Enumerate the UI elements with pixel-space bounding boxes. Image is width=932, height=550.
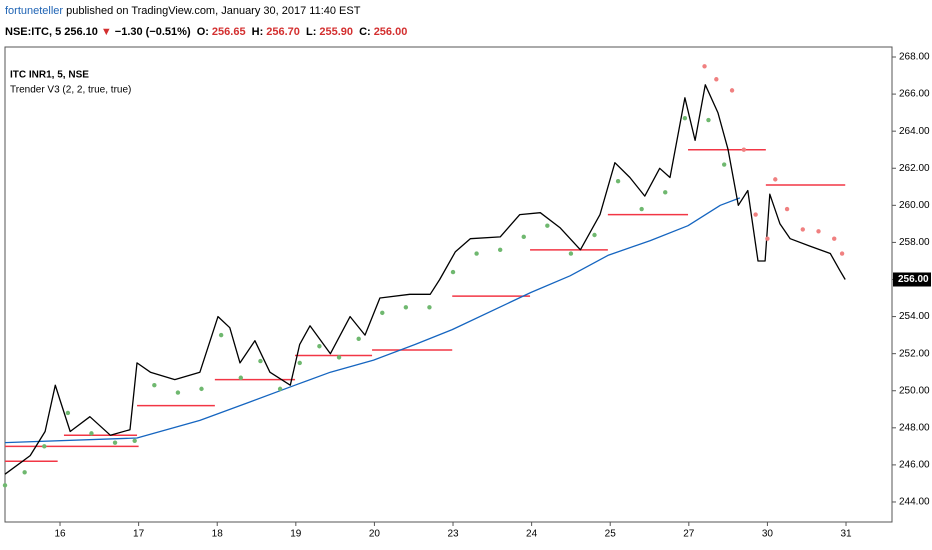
- x-tick-label: 27: [683, 529, 695, 540]
- y-tick-label: 248.00: [899, 422, 930, 433]
- y-tick-label: 268.00: [899, 52, 930, 63]
- ohlc-value: 256.70: [266, 26, 300, 38]
- trend-dot: [592, 232, 597, 238]
- trend-dot: [765, 236, 770, 241]
- y-tick-label: 250.00: [899, 385, 930, 396]
- trend-dot: [839, 251, 845, 256]
- trend-dot: [702, 64, 707, 69]
- price-line: [4, 197, 741, 444]
- last-price-label: 256.00: [898, 274, 929, 285]
- ohlc-value: 256.65: [211, 26, 246, 38]
- x-tick-label: 17: [133, 529, 145, 540]
- trend-dot: [89, 431, 94, 436]
- symbol: NSE:ITC, 5: [5, 26, 62, 38]
- arrow: ▼: [100, 26, 112, 38]
- published: published on TradingView.com, January 30…: [66, 5, 361, 17]
- trend-dot: [297, 360, 302, 366]
- trend-dot: [545, 223, 550, 228]
- trend-dot: [277, 386, 283, 392]
- trend-dot: [753, 212, 758, 217]
- trend-dot: [317, 344, 322, 349]
- trend-dot: [615, 179, 621, 184]
- ohlc-label: H:: [251, 26, 264, 38]
- x-tick-label: 16: [54, 529, 66, 540]
- trend-dot: [568, 251, 574, 256]
- trend-dot: [336, 355, 342, 360]
- chart-subtitle: Trender V3 (2, 2, true, true): [10, 85, 131, 96]
- trend-dot: [741, 147, 747, 152]
- x-tick-label: 24: [526, 529, 538, 540]
- trend-dot: [721, 162, 727, 167]
- trend-dot: [450, 269, 456, 275]
- y-tick-label: 262.00: [899, 163, 930, 174]
- y-tick-label: 252.00: [899, 348, 930, 359]
- trend-dot: [706, 117, 711, 123]
- trend-dot: [258, 358, 263, 364]
- y-tick-label: 244.00: [899, 497, 930, 508]
- trend-dot: [714, 77, 719, 82]
- trend-dot: [800, 227, 805, 232]
- y-tick-label: 258.00: [899, 237, 930, 248]
- trend-dot: [773, 177, 778, 182]
- last-price-box: [893, 272, 931, 287]
- ohlc-value: 256.00: [373, 26, 408, 38]
- trend-dot: [682, 115, 688, 121]
- x-tick-label: 18: [212, 529, 224, 540]
- trend-dot: [2, 483, 8, 488]
- ohlc-label: L:: [305, 26, 317, 38]
- trend-dot: [42, 444, 47, 449]
- trend-dot: [521, 234, 526, 240]
- trend-dot: [784, 206, 790, 212]
- y-tick-label: 254.00: [899, 311, 930, 322]
- trend-dot: [427, 305, 432, 310]
- trend-dot: [65, 410, 71, 416]
- x-tick-label: 31: [840, 529, 852, 540]
- x-tick-label: 25: [605, 529, 617, 540]
- symbol-line: NSE:ITC, 5 256.10 ▼ −1.30 (−0.51%) O: 256.65…: [5, 26, 410, 38]
- change: −1.30 (−0.51%): [114, 26, 191, 38]
- trend-dot: [403, 305, 409, 310]
- trend-dot: [199, 386, 204, 392]
- x-tick-label: 30: [762, 529, 774, 540]
- last: 256.10: [64, 26, 98, 38]
- trend-dot: [22, 470, 27, 475]
- trend-dot: [729, 88, 735, 93]
- y-tick-label: 260.00: [899, 200, 930, 211]
- y-tick-label: 266.00: [899, 89, 930, 100]
- trend-dot: [832, 236, 837, 241]
- trend-dot: [132, 438, 137, 443]
- x-tick-label: 19: [290, 529, 302, 540]
- trend-dot: [238, 375, 243, 380]
- price-line: [4, 84, 846, 475]
- trend-dot: [663, 190, 668, 195]
- trend-dot: [816, 229, 821, 234]
- plot-frame: [4, 46, 893, 523]
- x-tick-label: 23: [447, 529, 459, 540]
- y-tick-label: 246.00: [899, 460, 930, 471]
- trend-dot: [112, 440, 118, 445]
- trend-dot: [218, 332, 224, 338]
- y-tick-label: 264.00: [899, 126, 930, 137]
- trend-dot: [639, 206, 644, 212]
- trend-dot: [356, 336, 361, 342]
- trend-dot: [152, 382, 157, 388]
- trend-dot: [175, 390, 181, 395]
- ohlc-label: C:: [359, 26, 371, 38]
- x-tick-label: 20: [369, 529, 381, 540]
- author[interactable]: fortuneteller: [5, 5, 64, 17]
- publish-line: fortuneteller published on TradingView.co…: [5, 5, 363, 17]
- chart-title: ITC INR1, 5, NSE: [10, 70, 89, 81]
- ohlc-value: 255.90: [319, 26, 354, 38]
- trend-dot: [474, 251, 479, 256]
- trend-dot: [497, 247, 503, 253]
- ohlc-label: O:: [196, 26, 209, 38]
- trend-dot: [380, 310, 385, 316]
